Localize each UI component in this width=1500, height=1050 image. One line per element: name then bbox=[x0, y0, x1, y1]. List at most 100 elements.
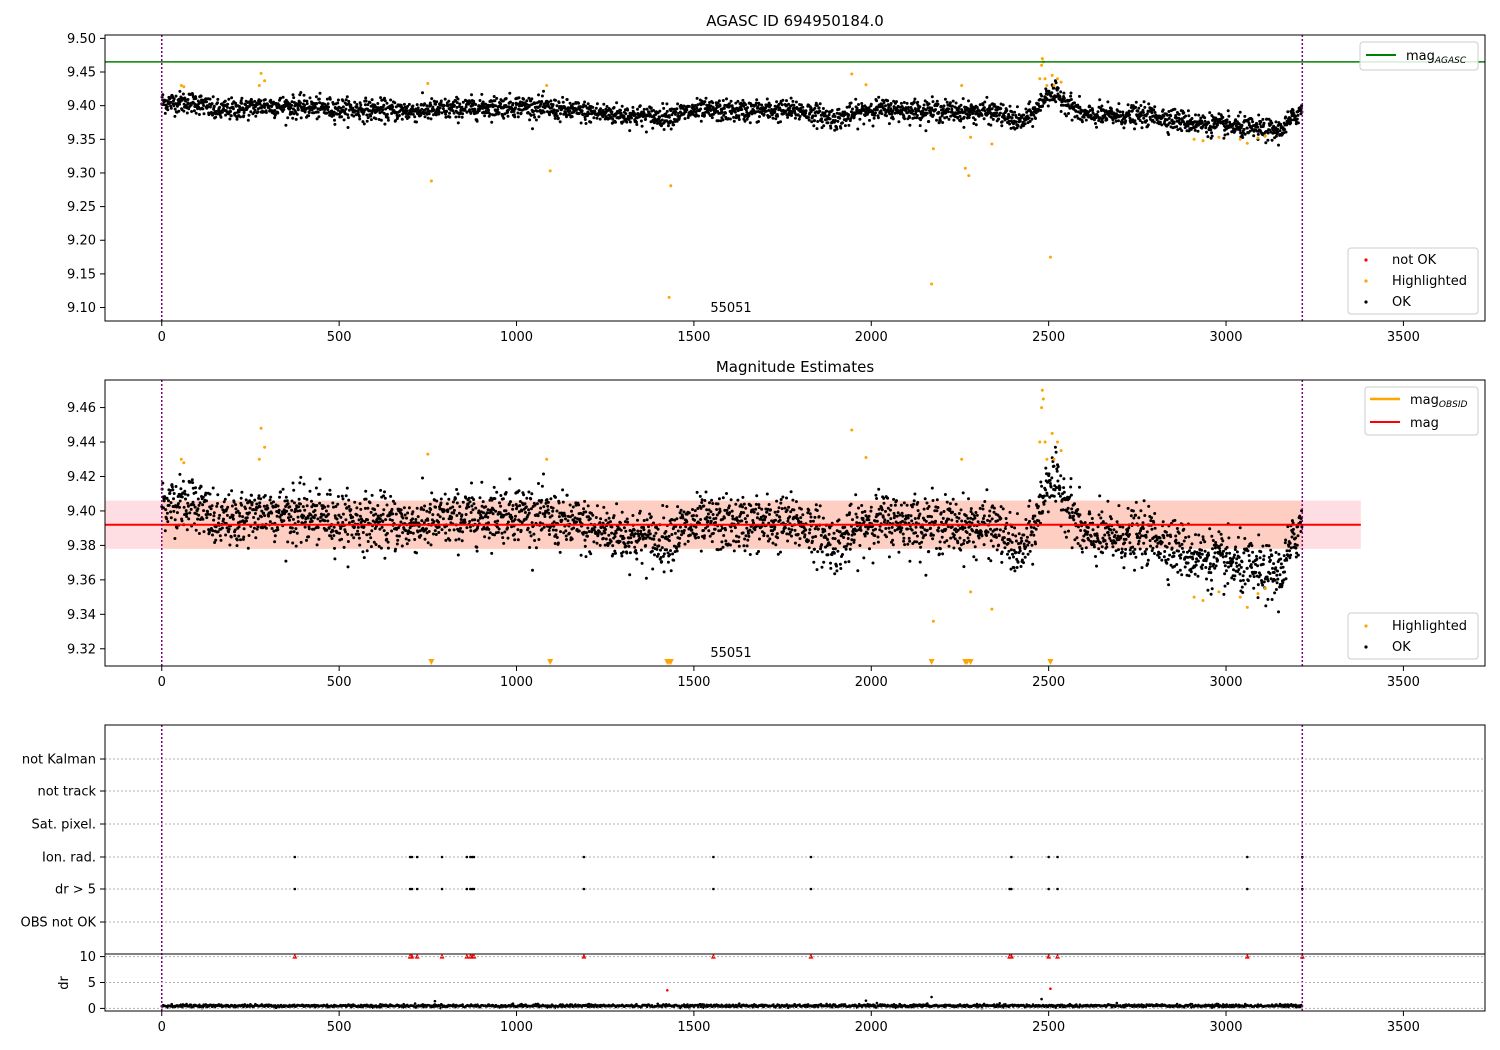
highlighted-point bbox=[1263, 134, 1267, 138]
ok-point bbox=[729, 525, 733, 529]
ok-point bbox=[1173, 107, 1177, 111]
ok-point bbox=[667, 115, 671, 119]
ok-point bbox=[862, 122, 866, 126]
ok-point bbox=[991, 117, 995, 121]
agasc-xtick-label: 500 bbox=[327, 330, 352, 345]
ok-point bbox=[329, 534, 333, 538]
ok-point bbox=[523, 502, 527, 506]
ok-point bbox=[1136, 109, 1140, 113]
ok-point bbox=[669, 127, 673, 131]
ok-point bbox=[523, 511, 527, 514]
ok-point bbox=[185, 111, 189, 115]
ok-point bbox=[537, 115, 541, 119]
ok-point bbox=[432, 108, 436, 112]
ok-point bbox=[1209, 128, 1213, 132]
ok-point bbox=[439, 99, 443, 103]
ok-point bbox=[905, 101, 909, 105]
ok-point bbox=[868, 118, 871, 122]
ok-point bbox=[1270, 121, 1274, 125]
ok-point bbox=[603, 117, 607, 121]
ok-point bbox=[737, 540, 741, 543]
ok-point bbox=[197, 513, 201, 517]
ok-point bbox=[194, 486, 197, 490]
ok-point bbox=[797, 117, 801, 121]
ok-point bbox=[416, 106, 420, 110]
ok-point bbox=[927, 120, 931, 123]
ok-point bbox=[607, 516, 611, 520]
ok-point bbox=[1206, 135, 1210, 139]
ok-point bbox=[694, 536, 698, 540]
ok-point bbox=[558, 550, 562, 554]
ok-point bbox=[1210, 131, 1213, 135]
ok-point bbox=[662, 552, 666, 556]
ok-point bbox=[593, 525, 597, 529]
ok-point bbox=[1106, 100, 1110, 104]
ok-point bbox=[393, 101, 397, 105]
ok-point bbox=[415, 551, 418, 555]
ok-point bbox=[1182, 111, 1186, 115]
ok-point bbox=[305, 102, 309, 106]
ok-point bbox=[736, 99, 740, 103]
ok-point bbox=[821, 107, 825, 110]
ok-point bbox=[403, 513, 407, 517]
ok-point bbox=[434, 102, 438, 106]
ok-point bbox=[786, 115, 790, 119]
ok-point bbox=[835, 127, 839, 131]
ok-point bbox=[676, 505, 680, 509]
ok-point bbox=[423, 102, 427, 106]
ok-point bbox=[303, 103, 307, 107]
ok-point bbox=[332, 102, 335, 106]
ok-point bbox=[1207, 121, 1211, 125]
ok-point bbox=[1180, 129, 1184, 133]
ok-point bbox=[654, 531, 658, 535]
ok-point bbox=[452, 511, 456, 515]
ok-point bbox=[269, 495, 273, 499]
ok-point bbox=[495, 96, 499, 100]
ok-point bbox=[234, 507, 238, 511]
ok-point bbox=[872, 116, 876, 120]
ok-point bbox=[746, 106, 749, 110]
ok-point bbox=[389, 98, 393, 102]
ok-point bbox=[490, 120, 494, 124]
ok-point bbox=[164, 508, 168, 512]
ok-point bbox=[730, 509, 734, 513]
ok-point bbox=[240, 490, 244, 494]
ok-point bbox=[480, 480, 484, 484]
ok-point bbox=[656, 527, 660, 531]
ok-point bbox=[198, 101, 202, 104]
ok-point bbox=[359, 507, 363, 511]
ok-point bbox=[437, 525, 441, 529]
ok-point bbox=[263, 98, 267, 102]
ok-point bbox=[1073, 101, 1076, 105]
ok-point bbox=[660, 124, 664, 127]
ok-point bbox=[476, 519, 480, 523]
ok-point bbox=[598, 543, 602, 547]
ok-point bbox=[1033, 106, 1037, 110]
ok-point bbox=[355, 506, 359, 510]
ok-point bbox=[983, 100, 987, 104]
ok-point bbox=[721, 118, 725, 122]
ok-point bbox=[228, 543, 232, 547]
ok-point bbox=[619, 111, 623, 115]
ok-point bbox=[1126, 103, 1130, 107]
ok-point bbox=[670, 533, 674, 536]
ok-point bbox=[538, 108, 542, 112]
ok-point bbox=[700, 498, 704, 502]
highlighted-point bbox=[263, 79, 267, 83]
ok-point bbox=[165, 517, 169, 521]
ok-point bbox=[725, 97, 728, 101]
ok-point bbox=[645, 107, 649, 111]
ok-point bbox=[253, 108, 257, 112]
ok-point bbox=[494, 104, 498, 108]
ok-point bbox=[586, 534, 589, 538]
ok-point bbox=[384, 518, 388, 522]
ok-point bbox=[333, 557, 337, 561]
ok-point bbox=[714, 521, 717, 524]
ok-point bbox=[1054, 81, 1058, 85]
ok-point bbox=[1133, 127, 1136, 131]
ok-point bbox=[546, 508, 550, 512]
ok-point bbox=[547, 511, 551, 515]
ok-point bbox=[517, 489, 521, 493]
ok-point bbox=[627, 540, 631, 544]
ok-point bbox=[645, 518, 649, 522]
